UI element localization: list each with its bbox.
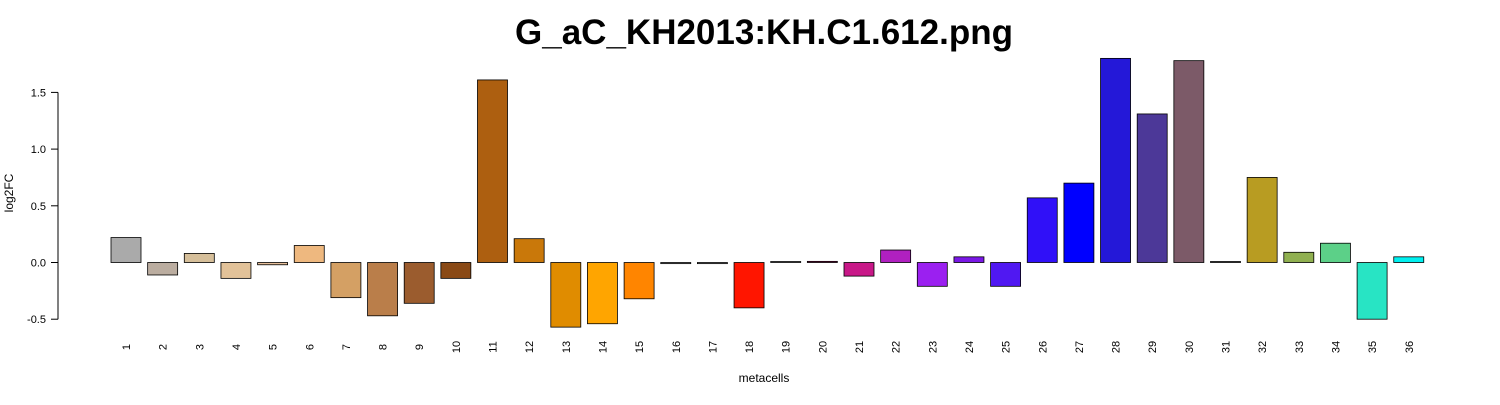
bar — [1100, 57, 1131, 263]
bar — [110, 237, 142, 263]
x-tick-label: 9 — [414, 344, 426, 350]
bar — [257, 262, 289, 266]
bar — [953, 256, 985, 263]
x-tick-label: 3 — [194, 344, 206, 350]
y-tick-label: 1.0 — [31, 144, 46, 156]
bar — [916, 262, 948, 287]
x-tick-label: 30 — [1184, 341, 1196, 353]
bar — [697, 262, 728, 265]
bar — [806, 260, 838, 263]
x-tick-label: 6 — [304, 344, 316, 350]
x-tick-label: 35 — [1367, 341, 1379, 353]
bar — [843, 262, 875, 277]
bar — [1173, 60, 1205, 263]
bar — [1246, 177, 1278, 263]
bar — [147, 262, 179, 276]
bar — [770, 261, 802, 263]
x-tick-label: 20 — [817, 341, 829, 353]
x-tick-label: 15 — [634, 341, 646, 353]
x-tick-label: 18 — [744, 341, 756, 353]
x-axis-label: metacells — [739, 371, 790, 385]
x-tick-label: 1 — [121, 344, 133, 350]
x-tick-label: 21 — [854, 341, 866, 353]
x-tick-label: 27 — [1074, 341, 1086, 353]
bar — [513, 238, 545, 263]
bar — [1393, 256, 1425, 263]
x-tick-label: 33 — [1294, 341, 1306, 353]
y-tick-label: 0.0 — [31, 258, 46, 270]
bar — [1283, 251, 1315, 263]
bar — [1026, 197, 1058, 263]
x-tick-label: 17 — [707, 341, 719, 353]
bar — [1210, 261, 1241, 263]
bars-group — [110, 57, 1425, 328]
bar — [220, 262, 252, 279]
y-axis: -0.5 0.0 0.5 1.0 1.5 — [27, 87, 59, 326]
x-tick-label: 5 — [268, 344, 280, 350]
x-tick-label: 22 — [891, 341, 903, 353]
x-tick-label: 10 — [451, 341, 463, 353]
bar — [550, 262, 582, 328]
x-tick-label: 32 — [1257, 341, 1269, 353]
x-tick-labels: 1 2 3 4 5 6 7 8 9 10 11 12 13 14 15 16 17 18 19 20 21 22 23 24 2… — [121, 341, 1416, 353]
bar — [990, 262, 1021, 287]
x-tick-label: 12 — [524, 341, 536, 353]
x-tick-label: 29 — [1147, 341, 1159, 353]
x-tick-label: 28 — [1111, 341, 1123, 353]
x-tick-label: 14 — [597, 341, 609, 353]
x-tick-label: 24 — [964, 341, 976, 353]
bar — [1356, 262, 1388, 320]
y-tick-label: -0.5 — [27, 314, 46, 326]
x-tick-label: 26 — [1037, 341, 1049, 353]
bar — [880, 249, 912, 263]
x-tick-label: 8 — [378, 344, 390, 350]
bar — [293, 245, 325, 263]
x-tick-label: 2 — [158, 344, 170, 350]
bar — [660, 262, 692, 265]
bar — [440, 262, 472, 279]
x-tick-label: 4 — [231, 344, 243, 350]
x-tick-label: 31 — [1221, 341, 1233, 353]
bar — [1136, 113, 1168, 263]
bar — [183, 253, 215, 263]
bar — [1063, 182, 1095, 263]
x-tick-label: 23 — [927, 341, 939, 353]
bar — [1320, 242, 1351, 263]
y-axis-label: log2FC — [2, 173, 16, 212]
x-tick-label: 25 — [1001, 341, 1013, 353]
x-tick-label: 16 — [671, 341, 683, 353]
x-tick-label: 34 — [1330, 341, 1342, 353]
x-tick-label: 13 — [561, 341, 573, 353]
x-tick-label: 36 — [1404, 341, 1416, 353]
bar — [330, 262, 362, 299]
y-tick-label: 1.5 — [31, 87, 46, 99]
chart-title: G_aC_KH2013:KH.C1.612.png — [515, 13, 1013, 52]
bar — [733, 262, 765, 309]
x-tick-label: 19 — [781, 341, 793, 353]
bar — [367, 262, 398, 317]
bar — [623, 262, 655, 300]
bar — [587, 262, 618, 325]
bar — [477, 79, 508, 263]
x-tick-label: 7 — [341, 344, 353, 350]
x-tick-label: 11 — [488, 341, 500, 352]
y-tick-label: 0.5 — [31, 201, 46, 213]
bar — [403, 262, 435, 304]
